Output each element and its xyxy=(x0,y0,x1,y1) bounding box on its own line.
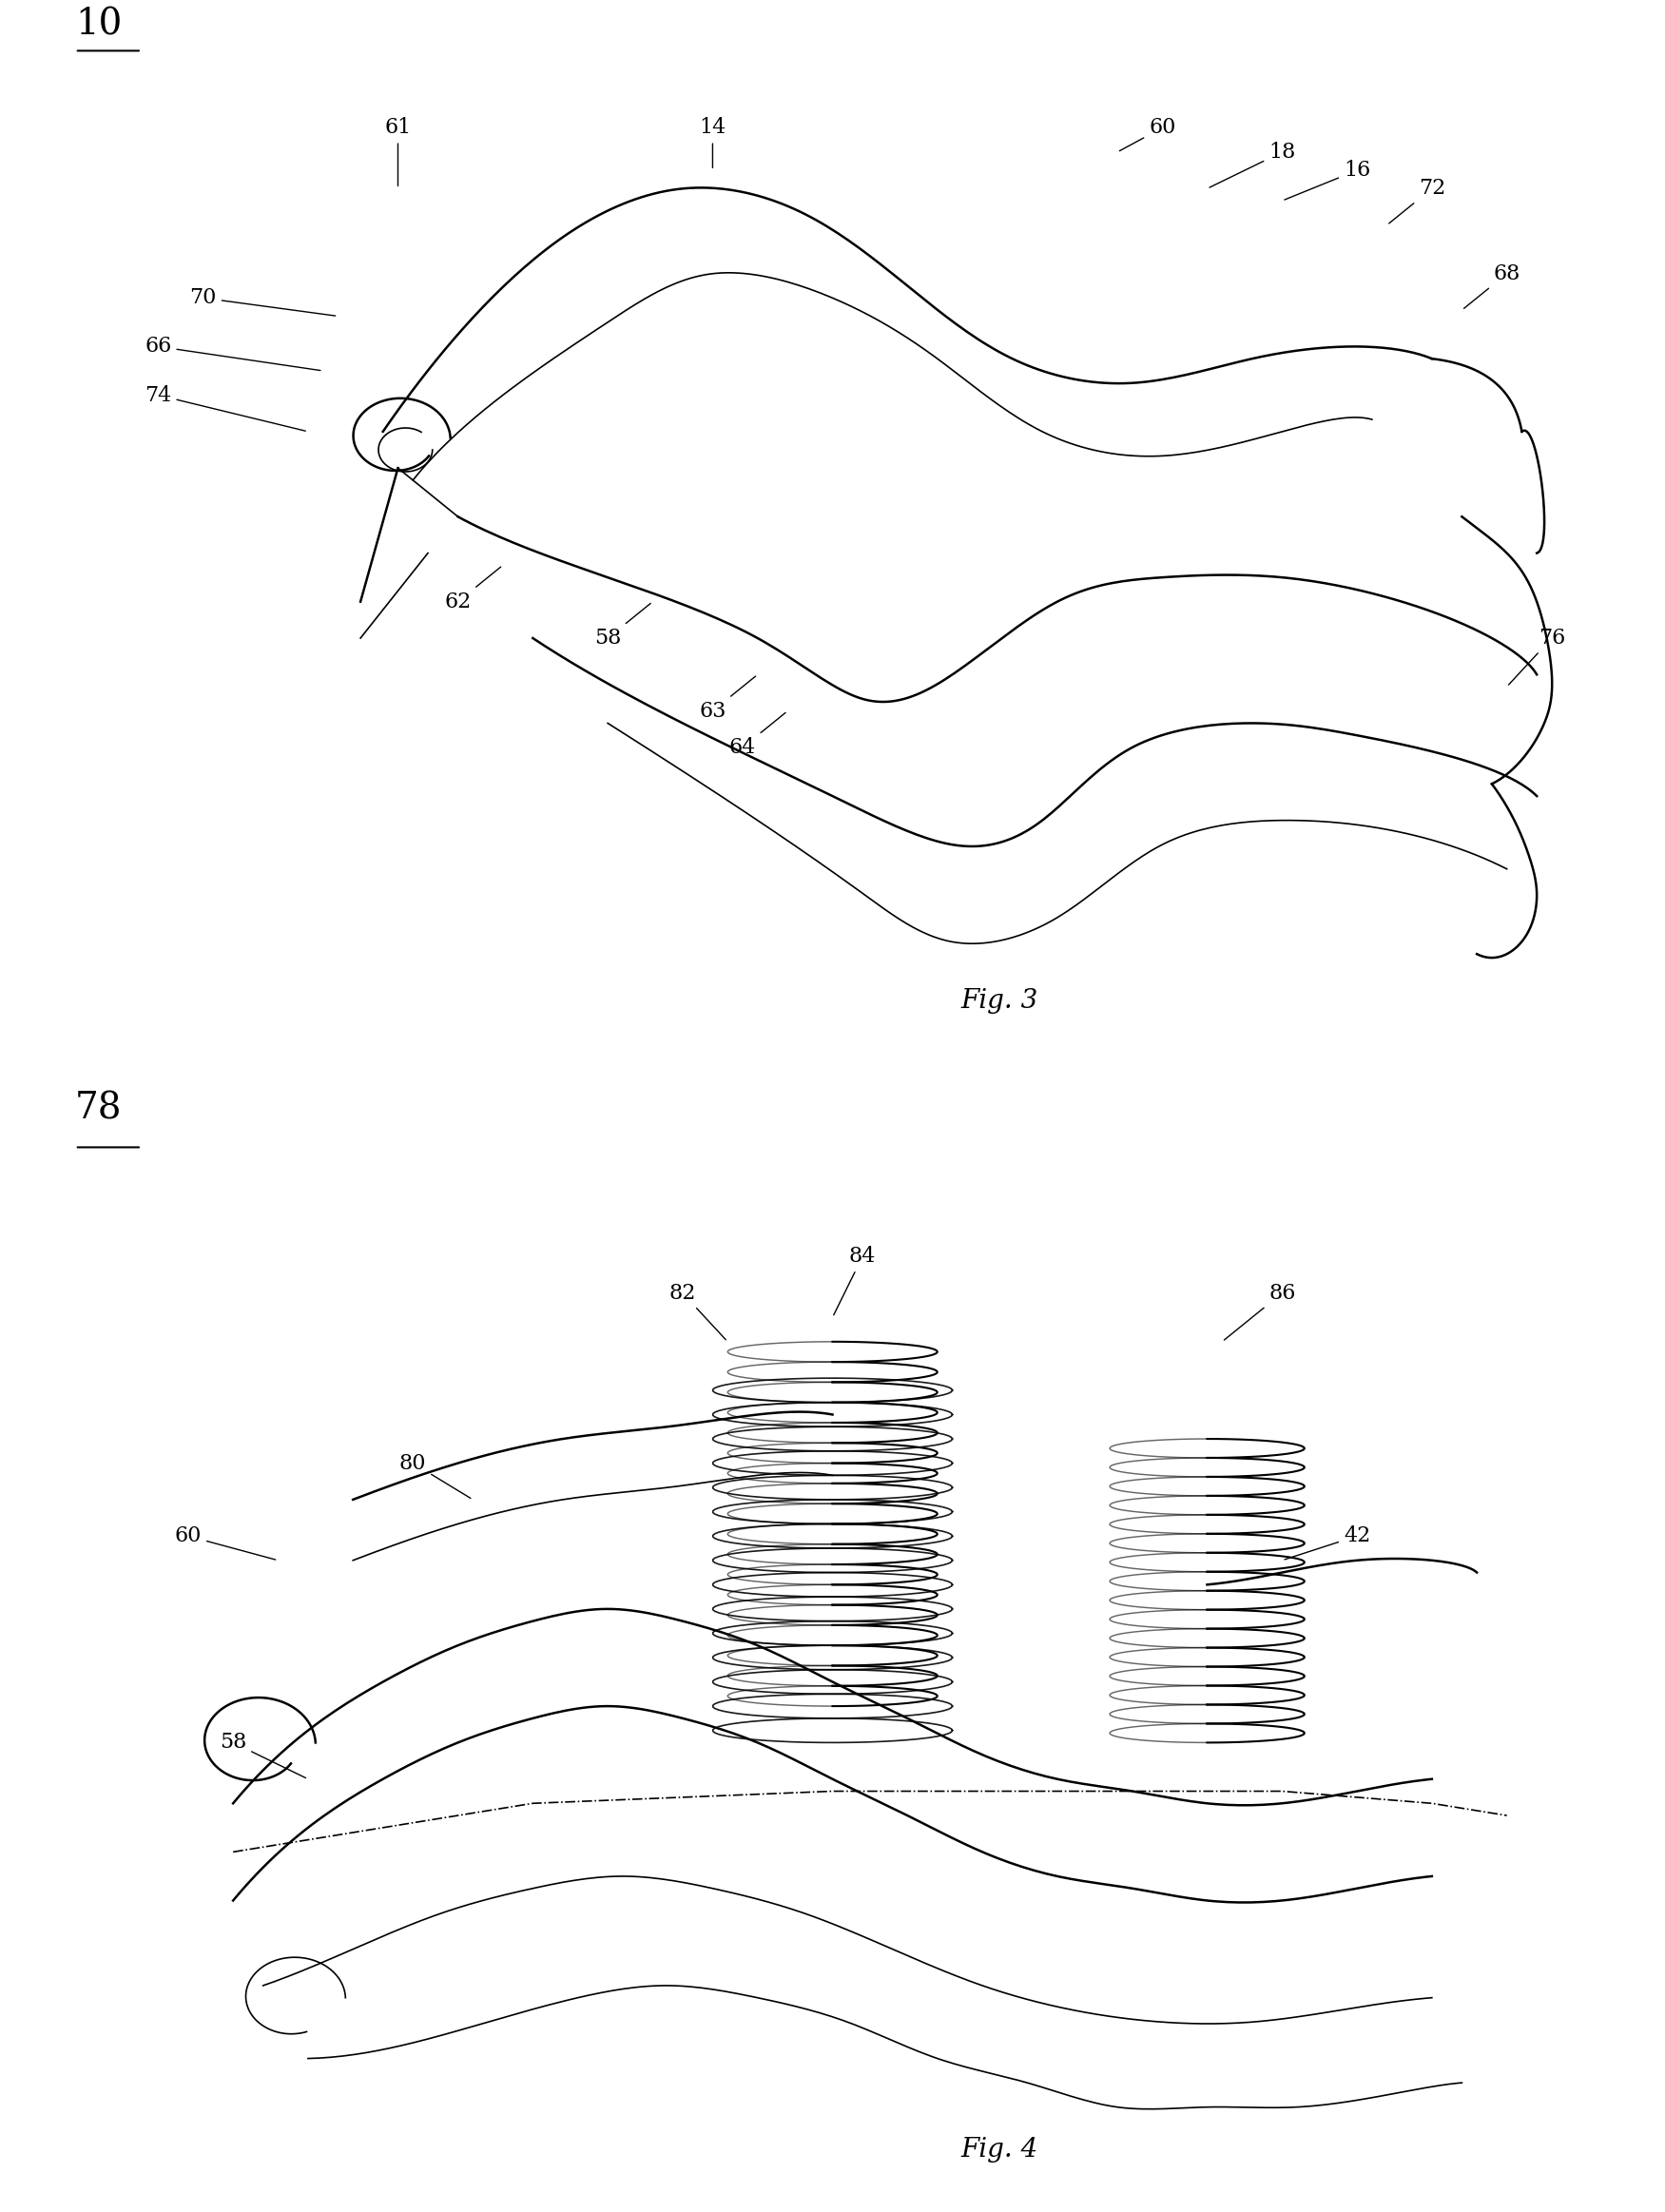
Text: 78: 78 xyxy=(75,1091,122,1126)
Text: 82: 82 xyxy=(669,1283,726,1340)
Text: 62: 62 xyxy=(445,566,501,613)
Text: 80: 80 xyxy=(400,1453,471,1498)
Text: 60: 60 xyxy=(1119,117,1175,150)
Text: 76: 76 xyxy=(1508,628,1565,686)
Text: 74: 74 xyxy=(145,385,305,431)
Text: 66: 66 xyxy=(145,336,320,369)
Text: 84: 84 xyxy=(834,1245,876,1314)
Text: 58: 58 xyxy=(220,1732,306,1778)
Text: Fig. 4: Fig. 4 xyxy=(961,2137,1037,2163)
Text: 68: 68 xyxy=(1464,263,1520,307)
Text: 86: 86 xyxy=(1224,1283,1295,1340)
Text: 42: 42 xyxy=(1285,1526,1370,1559)
Text: 10: 10 xyxy=(75,7,122,42)
Text: 61: 61 xyxy=(385,117,411,186)
Text: 58: 58 xyxy=(594,604,651,648)
Text: 18: 18 xyxy=(1209,142,1295,188)
Text: 60: 60 xyxy=(175,1526,275,1559)
Text: 70: 70 xyxy=(190,288,335,316)
Text: 14: 14 xyxy=(699,117,726,168)
Text: 64: 64 xyxy=(729,712,786,759)
Text: 63: 63 xyxy=(699,677,756,721)
Text: Fig. 3: Fig. 3 xyxy=(961,989,1037,1013)
Text: 16: 16 xyxy=(1284,159,1370,199)
Text: 72: 72 xyxy=(1389,179,1445,223)
